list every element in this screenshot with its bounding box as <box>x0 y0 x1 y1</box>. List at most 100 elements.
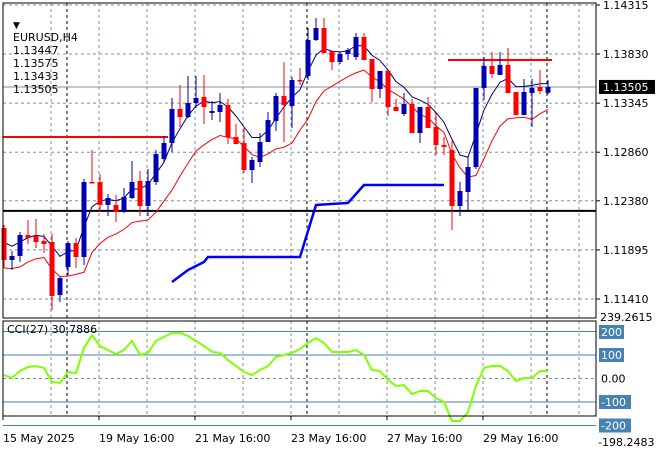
candles <box>1 18 551 311</box>
support-step-line <box>171 183 444 283</box>
low-value: 1.13433 <box>13 70 59 83</box>
bull-candle <box>81 181 87 257</box>
grid <box>3 3 596 416</box>
bull-candle <box>57 278 63 296</box>
cci-level-label: 0.00 <box>601 373 626 386</box>
bull-candle <box>313 28 319 40</box>
bear-candle <box>361 37 367 61</box>
current-price-label: 1.13505 <box>603 81 649 94</box>
cci-level-label: 200 <box>601 326 622 339</box>
bear-candle <box>49 242 55 297</box>
bear-candle <box>177 109 183 118</box>
bear-candle <box>113 204 119 212</box>
level-lines <box>3 59 596 283</box>
bull-candle <box>105 197 111 205</box>
bull-candle <box>465 167 471 193</box>
bull-candle <box>521 92 527 115</box>
bear-candle <box>505 64 511 94</box>
bear-candle <box>297 79 303 82</box>
chart-header: ▼ EURUSD,H4 1.13447 1.13575 1.13433 1.13… <box>6 5 78 96</box>
bear-candle <box>537 87 543 91</box>
bull-candle <box>457 190 463 206</box>
bear-candle <box>41 240 47 245</box>
bear-candle <box>225 104 231 138</box>
bear-candle <box>385 70 391 107</box>
bull-candle <box>161 143 167 160</box>
bear-candle <box>393 106 399 112</box>
bull-candle <box>169 109 175 144</box>
bull-candle <box>345 50 351 54</box>
bull-candle <box>257 142 263 163</box>
cci-level-tag <box>599 325 624 339</box>
time-label: 23 May 16:00 <box>291 432 366 445</box>
time-label: 19 May 16:00 <box>99 432 174 445</box>
time-label: 21 May 16:00 <box>195 432 270 445</box>
collapse-triangle-icon[interactable]: ▼ <box>13 21 20 31</box>
price-label: 1.14315 <box>603 0 649 12</box>
cci-header: CCI(27) 30.7886 <box>7 323 98 336</box>
bull-candle <box>545 86 551 93</box>
bear-candle <box>233 137 239 145</box>
bear-candle <box>137 180 143 206</box>
bull-candle <box>481 65 487 88</box>
bear-candle <box>1 228 7 261</box>
bull-candle <box>9 255 15 261</box>
main-panel-frame <box>2 2 597 319</box>
bull-candle <box>473 87 479 168</box>
bull-candle <box>353 37 359 57</box>
cci-min-label: -198.2483 <box>598 436 654 449</box>
bear-candle <box>89 181 95 184</box>
bull-candle <box>145 180 151 206</box>
cci-level-label: 100 <box>601 349 622 362</box>
price-label: 1.11895 <box>603 244 649 257</box>
bull-candle <box>417 106 423 133</box>
bear-candle <box>441 145 447 147</box>
bull-candle <box>305 39 311 77</box>
bear-candle <box>425 106 431 129</box>
high-value: 1.13575 <box>13 57 59 70</box>
bull-candle <box>529 87 535 94</box>
price-label: 1.12860 <box>603 146 649 159</box>
bull-candle <box>273 95 279 121</box>
bear-candle <box>409 103 415 133</box>
bull-candle <box>249 160 255 171</box>
bear-candle <box>33 236 39 243</box>
bear-candle <box>97 181 103 205</box>
bull-candle <box>289 79 295 106</box>
bear-candle <box>329 51 335 63</box>
bear-candle <box>489 65 495 74</box>
panel-frames <box>2 2 597 417</box>
cci-plot <box>3 331 596 426</box>
cci-level-tag <box>599 395 631 409</box>
price-label: 1.11410 <box>603 293 649 306</box>
bear-candle <box>73 243 79 257</box>
cci-level-tag <box>599 348 624 362</box>
cci-panel-frame <box>2 320 597 417</box>
price-label: 1.12380 <box>603 195 649 208</box>
bull-candle <box>337 53 343 63</box>
bull-candle <box>401 103 407 114</box>
bear-candle <box>369 59 375 89</box>
bull-candle <box>185 103 191 118</box>
symbol-label: EURUSD,H4 <box>13 31 78 44</box>
ma-slow-line <box>3 69 549 278</box>
time-label: 15 May 2025 <box>3 432 75 445</box>
bear-candle <box>201 96 207 107</box>
bull-candle <box>209 111 215 113</box>
close-value: 1.13505 <box>13 83 59 96</box>
bull-candle <box>377 70 383 89</box>
cci-level-tag <box>599 418 631 433</box>
bear-candle <box>449 150 455 206</box>
bull-candle <box>497 64 503 75</box>
bull-candle <box>265 120 271 143</box>
time-label: 29 May 16:00 <box>483 432 558 445</box>
bull-candle <box>217 104 223 112</box>
price-label: 1.13345 <box>603 97 649 110</box>
bear-candle <box>513 92 519 115</box>
price-label: 1.13830 <box>603 48 649 61</box>
open-value: 1.13447 <box>13 44 59 57</box>
bear-candle <box>241 143 247 171</box>
bear-candle <box>281 95 287 105</box>
